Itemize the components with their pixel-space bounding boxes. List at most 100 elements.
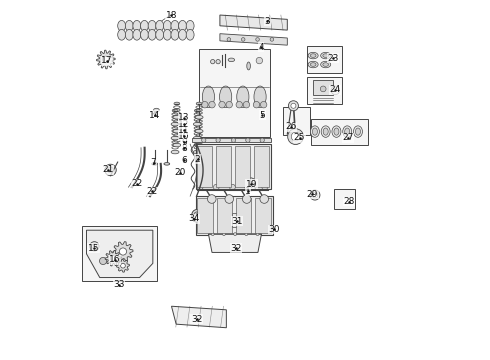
Circle shape [216,59,220,64]
Text: 32: 32 [230,244,242,253]
Ellipse shape [171,30,179,40]
Bar [217,198,232,233]
Ellipse shape [194,212,199,220]
Text: 6: 6 [181,156,187,165]
Text: 33: 33 [113,280,124,289]
Ellipse shape [125,30,133,40]
Circle shape [291,103,296,108]
Ellipse shape [323,63,329,66]
Text: 24: 24 [329,85,340,94]
Ellipse shape [173,143,181,147]
Circle shape [231,214,245,226]
Ellipse shape [194,122,201,126]
Text: 28: 28 [343,197,355,206]
Circle shape [207,195,216,203]
Ellipse shape [323,54,329,57]
Ellipse shape [308,61,318,68]
Ellipse shape [171,21,179,31]
Circle shape [222,233,225,235]
Ellipse shape [172,137,178,140]
Polygon shape [97,50,115,69]
Circle shape [211,59,215,64]
Circle shape [105,164,116,176]
Ellipse shape [133,21,141,31]
Ellipse shape [171,136,179,140]
Text: 23: 23 [327,54,339,63]
Polygon shape [117,259,129,272]
Circle shape [245,138,250,142]
Bar [82,226,157,281]
Ellipse shape [148,21,156,31]
Circle shape [260,195,269,203]
Text: 29: 29 [307,190,318,199]
Ellipse shape [118,30,125,40]
Ellipse shape [194,136,201,140]
Circle shape [245,184,251,190]
Circle shape [231,138,236,142]
Ellipse shape [164,163,170,165]
Ellipse shape [172,109,178,112]
Text: 31: 31 [231,217,243,226]
Ellipse shape [118,21,125,31]
Bar [196,196,272,234]
Ellipse shape [353,126,363,137]
Circle shape [226,102,232,108]
Ellipse shape [323,128,328,135]
Ellipse shape [186,30,194,40]
Text: 2: 2 [195,155,200,164]
Circle shape [108,167,113,173]
Text: 18: 18 [166,10,177,19]
Text: 17: 17 [101,57,113,66]
Polygon shape [172,306,226,328]
Ellipse shape [141,21,148,31]
Circle shape [244,178,257,191]
Circle shape [209,102,215,108]
Circle shape [247,181,254,188]
Ellipse shape [321,126,330,137]
Text: 15: 15 [88,244,99,253]
Ellipse shape [320,61,331,68]
Ellipse shape [174,116,180,119]
Circle shape [110,256,116,261]
Bar [311,119,368,145]
Ellipse shape [355,128,361,135]
Ellipse shape [202,86,215,108]
Circle shape [253,102,260,108]
Ellipse shape [171,122,179,126]
Circle shape [225,195,234,203]
Circle shape [331,86,340,95]
Circle shape [256,57,263,64]
Circle shape [243,195,251,203]
Ellipse shape [178,30,187,40]
Text: 12: 12 [178,120,190,129]
Ellipse shape [228,58,235,62]
Ellipse shape [148,30,156,40]
Text: 10: 10 [178,132,190,141]
Circle shape [90,242,99,251]
Circle shape [256,233,259,235]
Ellipse shape [174,130,180,133]
Ellipse shape [152,163,157,165]
Ellipse shape [343,126,352,137]
Ellipse shape [196,116,202,119]
Ellipse shape [311,126,319,137]
Text: 34: 34 [188,214,200,223]
Ellipse shape [172,123,178,126]
Circle shape [270,38,274,41]
Ellipse shape [141,30,148,40]
Circle shape [256,38,259,41]
Ellipse shape [195,123,200,126]
Bar [313,80,333,95]
Circle shape [262,184,268,190]
Circle shape [227,38,231,41]
Ellipse shape [334,128,339,135]
Circle shape [216,138,220,142]
Text: 19: 19 [245,180,257,189]
Circle shape [243,102,250,108]
Polygon shape [220,34,287,45]
Ellipse shape [133,30,141,40]
Text: 25: 25 [294,133,305,142]
Circle shape [197,184,203,190]
Ellipse shape [247,62,250,70]
Bar [307,46,342,73]
